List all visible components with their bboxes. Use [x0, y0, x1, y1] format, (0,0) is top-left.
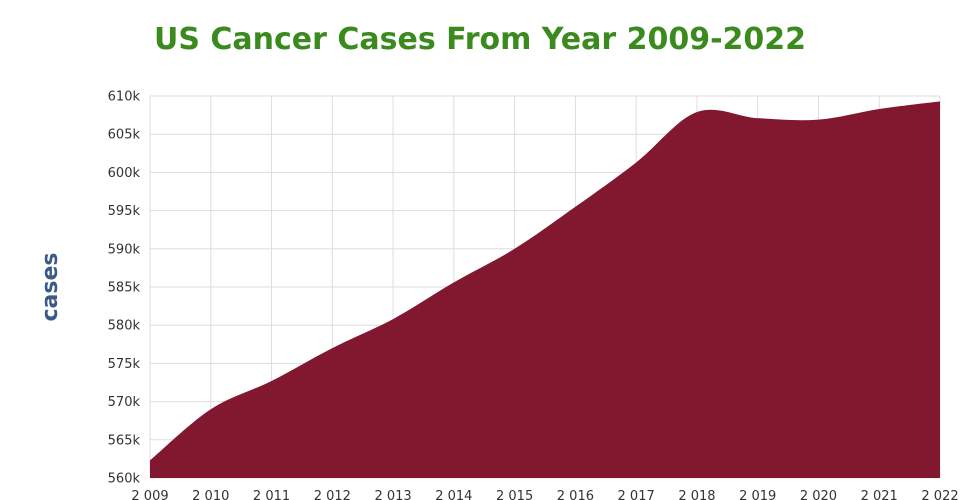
x-tick-label: 2 017 — [618, 489, 655, 500]
y-tick-label: 560k — [108, 472, 141, 487]
y-tick-label: 590k — [108, 242, 141, 257]
x-tick-label: 2 012 — [314, 489, 351, 500]
x-tick-label: 2 022 — [921, 489, 958, 500]
y-tick-label: 605k — [108, 128, 141, 143]
x-tick-label: 2 014 — [435, 489, 472, 500]
y-tick-label: 575k — [108, 357, 141, 372]
chart-title: US Cancer Cases From Year 2009-2022 — [153, 22, 807, 57]
x-tick-label: 2 015 — [496, 489, 533, 500]
x-tick-label: 2 020 — [800, 489, 837, 500]
y-tick-label: 585k — [108, 281, 141, 296]
y-axis-ticks: 560k 565k 570k 575k 580k 585k 590k 595k 600k 605k… — [108, 90, 141, 487]
y-tick-label: 600k — [108, 166, 141, 181]
y-tick-label: 595k — [108, 204, 141, 219]
x-axis-ticks: 2 009 2 010 2 011 2 012 2 013 2 014 2 015 2 016… — [131, 489, 958, 500]
y-axis-label: cases — [38, 253, 63, 322]
y-tick-label: 610k — [108, 90, 141, 105]
x-tick-label: 2 010 — [192, 489, 229, 500]
x-tick-label: 2 019 — [739, 489, 776, 500]
y-tick-label: 570k — [108, 395, 141, 410]
x-tick-label: 2 016 — [557, 489, 594, 500]
x-tick-label: 2 009 — [131, 489, 168, 500]
x-tick-label: 2 018 — [678, 489, 715, 500]
y-tick-label: 565k — [108, 433, 141, 448]
x-tick-label: 2 021 — [861, 489, 898, 500]
area-series-cases — [150, 101, 940, 479]
y-tick-label: 580k — [108, 319, 141, 334]
x-tick-label: 2 011 — [253, 489, 290, 500]
x-tick-label: 2 013 — [374, 489, 411, 500]
